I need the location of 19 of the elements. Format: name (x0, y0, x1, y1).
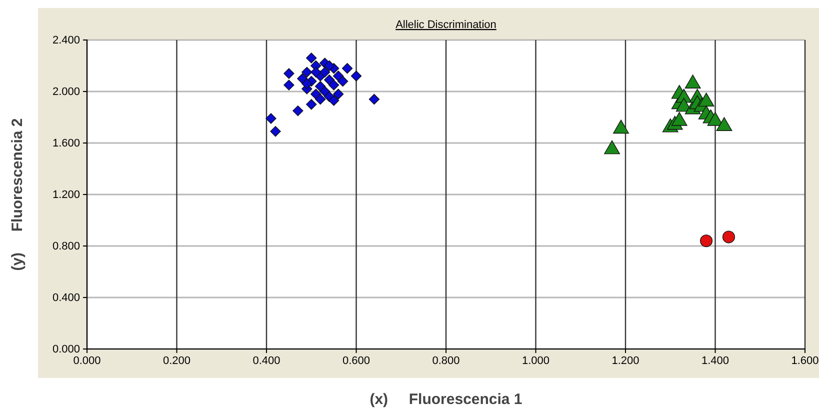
x-tick-label: 1.400 (701, 354, 730, 367)
y-tick-label: 2.400 (52, 34, 80, 47)
y-tick-label: 1.600 (52, 138, 80, 150)
chart-title: Allelic Discrimination (396, 19, 496, 31)
x-tick-label: 1.600 (791, 354, 819, 367)
x-tick-label: 1.000 (522, 354, 550, 367)
x-tick-label: 0.800 (432, 354, 460, 367)
y-tick-label: 0.000 (52, 344, 80, 356)
y-axis-title: (y) Fluorescencia 2 (9, 118, 26, 271)
x-tick-label: 0.000 (73, 354, 101, 367)
x-tick-label: 0.200 (162, 354, 191, 367)
x-tick-label: 0.600 (342, 354, 370, 367)
y-tick-label: 0.400 (52, 292, 80, 304)
y-tick-label: 2.000 (52, 86, 80, 98)
x-tick-label: 0.400 (252, 354, 280, 367)
x-tick-label: 1.200 (612, 354, 640, 367)
y-tick-label: 0.800 (52, 240, 80, 253)
y-tick-label: 1.200 (52, 189, 80, 202)
x-axis-title: (x) Fluorescencia 1 (370, 391, 522, 408)
